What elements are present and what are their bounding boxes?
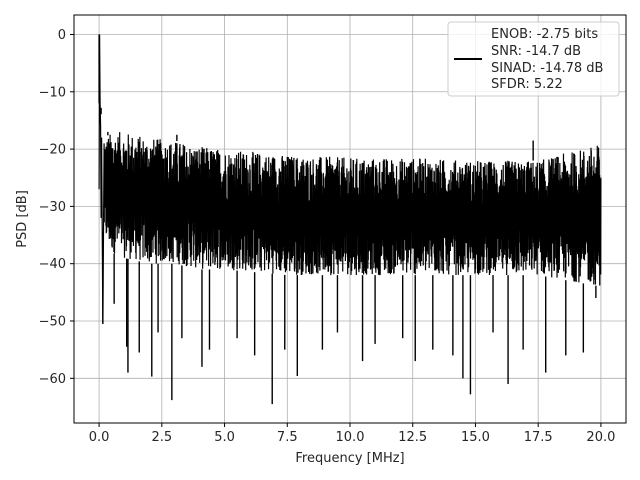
psd-series <box>98 34 602 405</box>
legend-sinad: SINAD: -14.78 dB <box>491 61 603 76</box>
x-tick-label: 0.0 <box>89 430 110 445</box>
x-tick-label: 7.5 <box>277 430 298 445</box>
y-tick-label: −10 <box>39 85 66 100</box>
x-tick-label: 20.0 <box>586 430 615 445</box>
legend-sfdr: SFDR: 5.22 <box>491 77 563 92</box>
legend-enob: ENOB: -2.75 bits <box>491 27 598 42</box>
x-tick-label: 12.5 <box>398 430 427 445</box>
x-tick-label: 2.5 <box>151 430 172 445</box>
y-axis-ticks: 0 −10 −20 −30 −40 −50 −60 <box>39 28 74 387</box>
legend-box <box>447 21 620 97</box>
legend-snr: SNR: -14.7 dB <box>491 44 581 59</box>
x-tick-label: 15.0 <box>461 430 490 445</box>
y-tick-label: −50 <box>39 315 66 330</box>
x-tick-label: 17.5 <box>524 430 553 445</box>
y-tick-label: 0 <box>58 28 66 43</box>
legend: ENOB: -2.75 bits SNR: -14.7 dB SINAD: -1… <box>447 21 620 97</box>
x-axis-title: Frequency [MHz] <box>295 451 404 466</box>
y-axis-title: PSD [dB] <box>15 190 30 248</box>
x-axis-ticks: 0.0 2.5 5.0 7.5 10.0 12.5 15.0 17.5 20.0 <box>89 423 615 445</box>
y-tick-label: −20 <box>39 143 66 158</box>
y-tick-label: −30 <box>39 200 66 215</box>
y-tick-label: −40 <box>39 257 66 272</box>
x-tick-label: 5.0 <box>214 430 235 445</box>
x-tick-label: 10.0 <box>336 430 365 445</box>
y-tick-label: −60 <box>39 372 66 387</box>
psd-line <box>98 34 602 324</box>
